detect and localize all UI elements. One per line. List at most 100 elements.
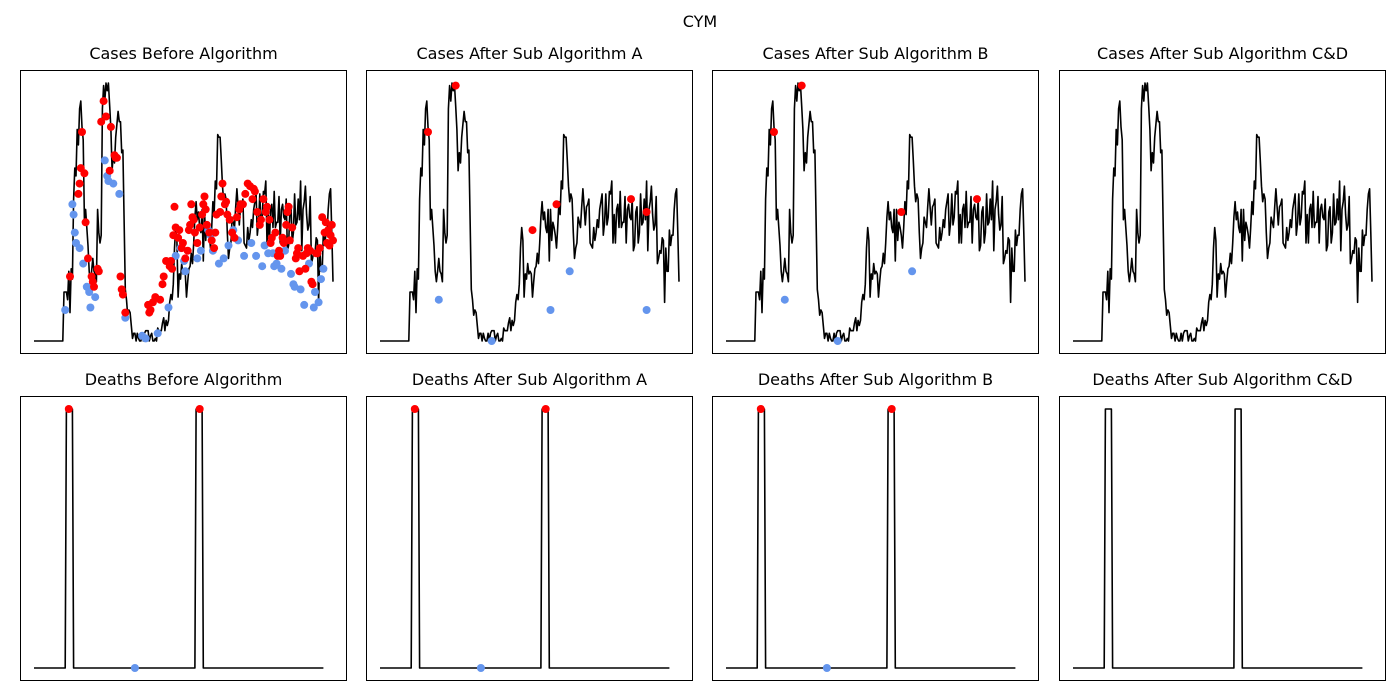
trough-marker	[69, 210, 78, 219]
subplot-deaths-after-b: Deaths After Sub Algorithm B	[712, 370, 1039, 681]
peak-marker	[308, 280, 317, 289]
peak-marker	[271, 228, 280, 237]
peak-marker	[156, 295, 165, 304]
subplot-title: Cases Before Algorithm	[89, 44, 278, 63]
trough-marker	[317, 275, 325, 284]
plot-frame	[366, 70, 693, 354]
peak-marker	[410, 405, 419, 413]
peak-marker	[329, 236, 337, 245]
trough-marker	[240, 251, 249, 260]
plot-frame	[712, 396, 1039, 681]
line-chart	[712, 70, 1039, 354]
plot-frame	[712, 70, 1039, 354]
peak-marker	[118, 290, 127, 299]
series-line	[1073, 408, 1363, 669]
peak-marker	[106, 122, 115, 131]
peak-marker	[84, 254, 92, 263]
trough-marker	[260, 241, 269, 250]
trough-marker	[908, 267, 917, 276]
trough-marker	[487, 337, 496, 345]
peak-marker	[121, 308, 130, 317]
peak-marker	[770, 128, 778, 136]
peak-marker	[321, 218, 330, 227]
trough-marker	[214, 259, 223, 268]
peak-marker	[158, 280, 167, 289]
peak-marker	[183, 246, 192, 255]
peak-marker	[201, 205, 210, 214]
peak-marker	[81, 218, 90, 227]
peak-marker	[528, 226, 537, 235]
trough-marker	[546, 306, 555, 314]
peak-marker	[159, 272, 168, 281]
peak-marker	[205, 228, 214, 237]
subplot-title: Deaths After Sub Algorithm A	[411, 370, 648, 389]
trough-marker	[109, 179, 118, 188]
peak-marker	[80, 169, 89, 178]
peak-marker	[248, 195, 257, 204]
peak-marker	[294, 244, 303, 253]
trough-marker	[300, 300, 309, 309]
peak-marker	[187, 200, 196, 209]
series-line	[1073, 82, 1373, 342]
peak-marker	[210, 244, 219, 253]
peak-marker	[282, 220, 291, 229]
peak-marker	[301, 264, 310, 273]
plot-frame	[1059, 70, 1386, 354]
peak-marker	[756, 405, 765, 413]
trough-marker	[164, 303, 173, 312]
peak-marker	[181, 254, 190, 263]
trough-marker	[833, 337, 842, 345]
line-chart	[366, 70, 693, 354]
peak-marker	[174, 233, 183, 242]
peak-marker	[200, 192, 209, 201]
peak-marker	[250, 187, 259, 196]
peak-marker	[552, 200, 561, 209]
trough-marker	[258, 262, 267, 271]
peak-marker	[75, 179, 84, 188]
trough-marker	[130, 664, 139, 672]
peak-marker	[295, 267, 304, 276]
peak-marker	[241, 189, 250, 198]
peak-marker	[166, 257, 175, 265]
peak-marker	[887, 405, 896, 413]
trough-marker	[780, 295, 789, 304]
peak-marker	[216, 208, 225, 216]
plot-frame	[1059, 396, 1386, 681]
peak-marker	[195, 223, 204, 232]
peak-marker	[202, 220, 211, 229]
peak-marker	[232, 213, 241, 222]
peak-marker	[168, 264, 177, 273]
trough-marker	[277, 264, 286, 273]
trough-marker	[642, 306, 651, 314]
trough-marker	[100, 156, 109, 165]
peak-marker	[146, 306, 155, 314]
figure-suptitle: CYM	[682, 12, 718, 31]
line-chart	[366, 396, 693, 681]
trough-marker	[822, 664, 831, 672]
trough-marker	[153, 329, 162, 338]
subplot-cases-before: Cases Before Algorithm	[20, 44, 347, 354]
peak-marker	[218, 179, 227, 188]
line-chart	[1059, 396, 1386, 681]
subplot-cases-after-cd: Cases After Sub Algorithm C&D	[1059, 44, 1386, 354]
peak-marker	[66, 272, 74, 281]
peak-marker	[170, 202, 179, 211]
trough-marker	[115, 189, 124, 198]
peak-marker	[97, 117, 106, 126]
peak-marker	[897, 208, 906, 216]
peak-marker	[74, 189, 83, 198]
peak-marker	[116, 272, 125, 281]
trough-marker	[247, 239, 256, 247]
trough-marker	[68, 200, 77, 209]
trough-marker	[311, 288, 319, 296]
peak-marker	[78, 128, 86, 136]
subplot-deaths-before: Deaths Before Algorithm	[20, 370, 347, 681]
peak-marker	[207, 236, 216, 245]
trough-marker	[171, 251, 180, 260]
peak-marker	[284, 202, 293, 211]
subplot-cases-after-a: Cases After Sub Algorithm A	[366, 44, 693, 354]
peak-marker	[238, 200, 247, 209]
trough-marker	[290, 282, 299, 291]
peak-marker	[627, 195, 635, 204]
peak-marker	[642, 208, 651, 216]
